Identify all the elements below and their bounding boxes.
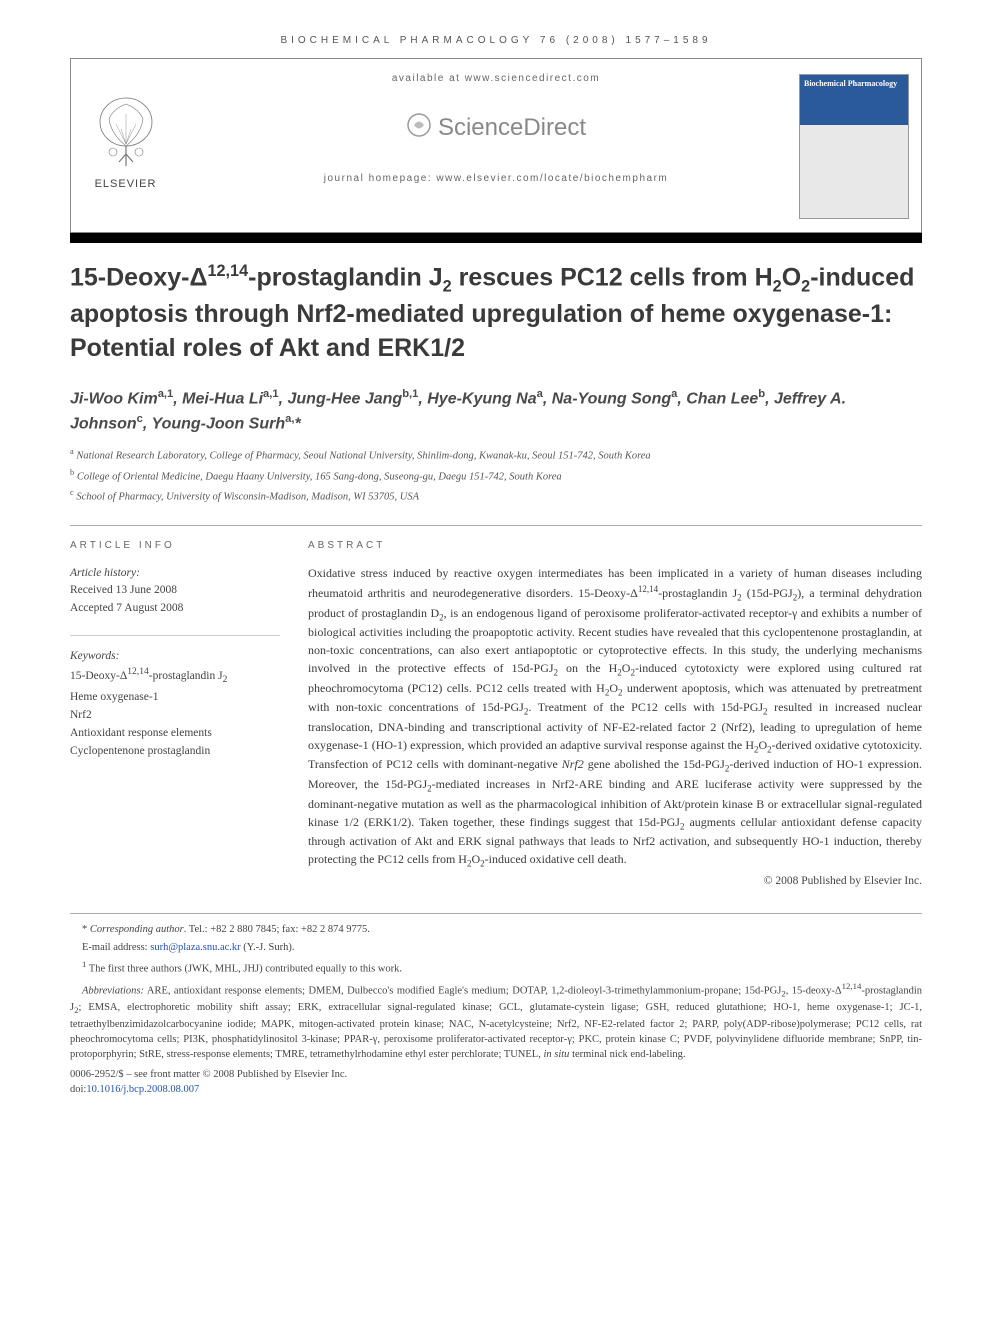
sciencedirect-label: ScienceDirect [438, 114, 586, 141]
author-list: Ji-Woo Kima,1, Mei-Hua Lia,1, Jung-Hee J… [70, 386, 922, 437]
email-link[interactable]: surh@plaza.snu.ac.kr [150, 942, 240, 953]
email-line: E-mail address: surh@plaza.snu.ac.kr (Y.… [70, 940, 922, 955]
keyword: Cyclopentenone prostaglandin [70, 743, 280, 760]
keywords-list: 15-Deoxy-Δ12,14-prostaglandin J2 Heme oxy… [70, 665, 280, 760]
received-date: Received 13 June 2008 [70, 582, 280, 599]
abbreviations: Abbreviations: ARE, antioxidant response… [70, 980, 922, 1063]
keyword: 15-Deoxy-Δ12,14-prostaglandin J2 [70, 665, 280, 687]
doi-link[interactable]: 10.1016/j.bcp.2008.08.007 [86, 1084, 199, 1095]
cover-thumb-title: Biochemical Pharmacology [800, 75, 908, 92]
running-head: BIOCHEMICAL PHARMACOLOGY 76 (2008) 1577–… [70, 35, 922, 46]
header-black-bar [70, 233, 922, 243]
article-info-heading: ARTICLE INFO [70, 540, 280, 551]
article-history-label: Article history: [70, 565, 280, 582]
available-at-line: available at www.sciencedirect.com [83, 73, 909, 84]
affiliation: a National Research Laboratory, College … [70, 446, 922, 464]
keywords-label: Keywords: [70, 648, 280, 665]
journal-header-box: ELSEVIER available at www.sciencedirect.… [70, 58, 922, 233]
journal-cover-thumb: Biochemical Pharmacology [799, 74, 909, 219]
affiliation: c School of Pharmacy, University of Wisc… [70, 487, 922, 505]
info-divider [70, 635, 280, 636]
sciencedirect-icon [406, 112, 432, 145]
email-author: (Y.-J. Surh). [243, 942, 294, 953]
article-info-column: ARTICLE INFO Article history: Received 1… [70, 525, 280, 887]
elsevier-logo: ELSEVIER [83, 94, 168, 190]
sciencedirect-logo[interactable]: ScienceDirect [83, 112, 909, 145]
abstract-copyright: © 2008 Published by Elsevier Inc. [308, 875, 922, 887]
doi-line: doi:10.1016/j.bcp.2008.08.007 [70, 1082, 922, 1097]
abstract-column: ABSTRACT Oxidative stress induced by rea… [308, 525, 922, 887]
footnotes: * Corresponding author. Tel.: +82 2 880 … [70, 913, 922, 1097]
accepted-date: Accepted 7 August 2008 [70, 600, 280, 617]
doi-label: doi: [70, 1084, 86, 1095]
elsevier-tree-icon [91, 94, 161, 169]
elsevier-name: ELSEVIER [83, 178, 168, 190]
affiliations: a National Research Laboratory, College … [70, 446, 922, 505]
abstract-heading: ABSTRACT [308, 540, 922, 551]
publication-line: 0006-2952/$ – see front matter © 2008 Pu… [70, 1067, 922, 1082]
corresponding-author: * Corresponding author. Tel.: +82 2 880 … [70, 922, 922, 937]
keyword: Heme oxygenase-1 [70, 689, 280, 706]
affiliation: b College of Oriental Medicine, Daegu Ha… [70, 467, 922, 485]
email-label: E-mail address: [82, 942, 148, 953]
equal-contribution: 1 The first three authors (JWK, MHL, JHJ… [70, 958, 922, 977]
article-title: 15-Deoxy-Δ12,14-prostaglandin J2 rescues… [70, 261, 922, 366]
journal-homepage-line: journal homepage: www.elsevier.com/locat… [83, 173, 909, 184]
keyword: Nrf2 [70, 707, 280, 724]
keyword: Antioxidant response elements [70, 725, 280, 742]
abstract-text: Oxidative stress induced by reactive oxy… [308, 565, 922, 871]
